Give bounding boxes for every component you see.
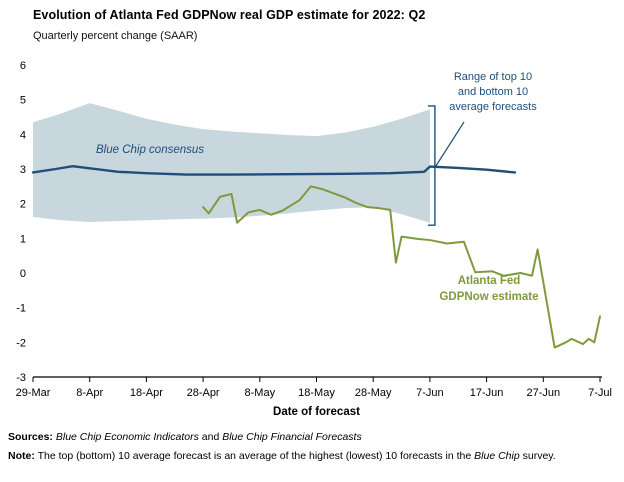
y-tick-label: -2 [16, 337, 26, 349]
x-tick-label: 8-May [245, 387, 276, 399]
y-tick-label: 5 [20, 95, 26, 107]
source-2: Blue Chip Financial Forecasts [222, 431, 362, 443]
sources-line: Sources: Blue Chip Economic Indicators a… [8, 431, 362, 443]
x-tick-label: 18-May [298, 387, 335, 399]
forecast-range-band [33, 103, 430, 223]
y-tick-label: 2 [20, 199, 26, 211]
sources-label: Sources: [8, 431, 53, 443]
range-annotation-leader-line [435, 121, 465, 167]
x-tick-label: 27-Jun [526, 387, 560, 399]
gdpnow-estimate-label: Atlanta Fed GDPNow estimate [439, 275, 538, 303]
x-tick-label: 18-Apr [130, 387, 163, 399]
blue-chip-consensus-label: Blue Chip consensus [96, 144, 204, 156]
x-tick-label: 28-Apr [187, 387, 220, 399]
x-tick-label: 29-Mar [16, 387, 51, 399]
x-tick-label: 7-Jun [416, 387, 444, 399]
chart-subtitle: Quarterly percent change (SAAR) [33, 30, 198, 42]
blue-chip-consensus-line [31, 165, 517, 176]
y-tick-label: 4 [20, 129, 26, 141]
y-tick-label: 3 [20, 164, 26, 176]
x-tick-label: 17-Jun [470, 387, 504, 399]
x-tick-label: 7-Jul [588, 387, 612, 399]
y-tick-label: 0 [20, 268, 26, 280]
range-annotation-text: Range of top 10 and bottom 10 average fore… [449, 71, 537, 113]
range-bracket [427, 105, 436, 226]
source-1: Blue Chip Economic Indicators [55, 431, 199, 443]
x-tick-label: 28-May [355, 387, 392, 399]
y-tick-label: -1 [16, 303, 26, 315]
note-label: Note: [8, 450, 35, 462]
x-tick-label: 8-Apr [76, 387, 103, 399]
chart-title: Evolution of Atlanta Fed GDPNow real GDP… [33, 8, 426, 22]
note-line: Note: The top (bottom) 10 average foreca… [8, 450, 556, 462]
x-axis-title: Date of forecast [273, 406, 360, 418]
y-tick-label: 6 [20, 60, 26, 72]
y-tick-label: -3 [16, 372, 26, 384]
y-tick-label: 1 [20, 233, 26, 245]
gdpnow-estimate-line [202, 185, 601, 349]
